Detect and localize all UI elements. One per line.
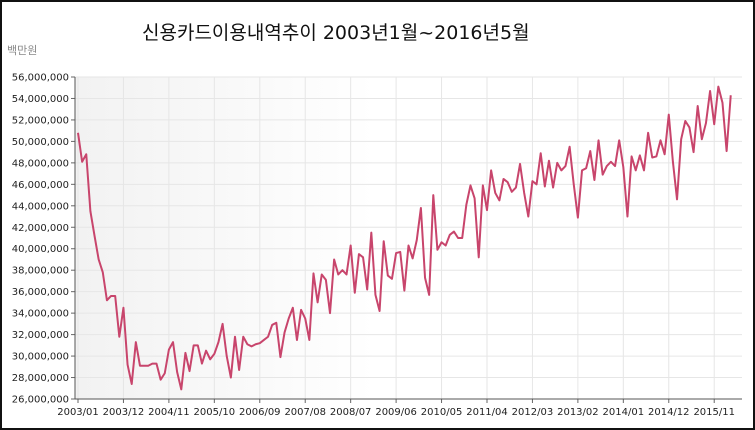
x-tick-label: 2014/12 <box>648 407 690 418</box>
x-tick-label: 2014/01 <box>603 407 645 418</box>
y-tick-label: 44,000,000 <box>12 201 69 212</box>
x-tick-label: 2008/07 <box>330 407 372 418</box>
x-tick-label: 2004/11 <box>148 407 190 418</box>
y-tick-label: 28,000,000 <box>12 373 69 384</box>
plot-area <box>75 77 742 399</box>
y-tick-label: 42,000,000 <box>12 223 69 234</box>
chart-title: 신용카드이용내역추이 2003년1월~2016년5월 <box>142 22 530 44</box>
y-tick-label: 34,000,000 <box>12 309 69 320</box>
y-axis-ticks: 26,000,000 28,000,000 30,000,000 32,000,000… <box>12 73 69 406</box>
x-tick-label: 2009/06 <box>375 407 417 418</box>
y-tick-label: 26,000,000 <box>12 395 69 406</box>
x-tick-label: 2013/02 <box>557 407 599 418</box>
x-tick-label: 2003/12 <box>103 407 145 418</box>
y-tick-label: 50,000,000 <box>12 137 69 148</box>
x-tick-label: 2010/05 <box>421 407 463 418</box>
x-tick-label: 2011/04 <box>466 407 508 418</box>
series-layer <box>77 85 732 391</box>
x-tick-label: 2006/09 <box>239 407 281 418</box>
y-tick-label: 38,000,000 <box>12 266 69 277</box>
x-tick-label: 2012/03 <box>512 407 554 418</box>
y-tick-label: 40,000,000 <box>12 244 69 255</box>
y-tick-label: 36,000,000 <box>12 287 69 298</box>
x-tick-label: 2015/11 <box>693 407 735 418</box>
x-tick-label: 2003/01 <box>57 407 99 418</box>
y-tick-label: 52,000,000 <box>12 115 69 126</box>
y-tick-label: 56,000,000 <box>12 73 69 84</box>
axes <box>71 76 742 403</box>
x-tick-label: 2007/08 <box>284 407 326 418</box>
series-line <box>77 85 732 391</box>
y-tick-label: 32,000,000 <box>12 330 69 341</box>
y-axis-unit-label: 백만원 <box>7 44 37 57</box>
y-tick-label: 48,000,000 <box>12 158 69 169</box>
y-tick-label: 54,000,000 <box>12 94 69 105</box>
x-tick-label: 2005/10 <box>194 407 236 418</box>
x-axis-ticks: 2003/01 2003/12 2004/11 2005/10 2006/09 2007/… <box>57 407 735 418</box>
y-tick-label: 30,000,000 <box>12 352 69 363</box>
y-tick-label: 46,000,000 <box>12 180 69 191</box>
